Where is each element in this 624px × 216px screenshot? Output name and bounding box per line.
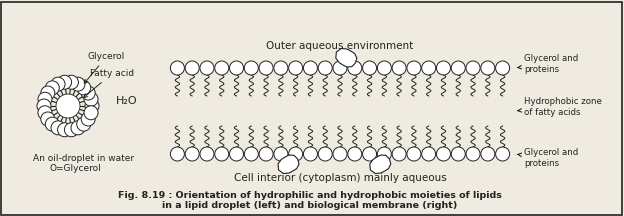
Circle shape [57,75,72,89]
Circle shape [245,147,258,161]
Circle shape [274,61,288,75]
Text: Cell interior (cytoplasm) mainly aqueous: Cell interior (cytoplasm) mainly aqueous [233,173,446,183]
Text: H₂O: H₂O [116,96,138,106]
Circle shape [318,147,332,161]
Circle shape [57,123,72,137]
Circle shape [303,61,318,75]
Circle shape [259,147,273,161]
Circle shape [51,77,65,91]
Circle shape [38,92,52,106]
Circle shape [259,61,273,75]
Circle shape [41,112,55,126]
Polygon shape [370,155,391,173]
Text: O=Glycerol: O=Glycerol [50,164,102,173]
Text: Fatty acid: Fatty acid [84,69,134,98]
Text: Glycerol and
proteins: Glycerol and proteins [518,54,578,74]
Circle shape [451,61,466,75]
Circle shape [245,61,258,75]
Circle shape [38,106,52,120]
Circle shape [392,61,406,75]
Circle shape [200,147,214,161]
Circle shape [56,94,80,118]
Circle shape [71,121,85,135]
Circle shape [422,61,436,75]
Circle shape [318,61,332,75]
Circle shape [348,147,362,161]
Circle shape [363,147,376,161]
Circle shape [200,61,214,75]
Circle shape [77,117,90,131]
Circle shape [289,147,303,161]
Circle shape [495,61,510,75]
Circle shape [363,61,376,75]
Circle shape [46,117,59,131]
Text: Glycerol and
proteins: Glycerol and proteins [518,148,578,168]
Text: Hydrophobic zone
of fatty acids: Hydrophobic zone of fatty acids [518,97,602,117]
Circle shape [81,86,95,100]
Circle shape [170,61,184,75]
Text: Glycerol: Glycerol [84,52,125,83]
Circle shape [481,61,495,75]
Circle shape [451,147,466,161]
Circle shape [495,147,510,161]
Circle shape [215,147,229,161]
Circle shape [185,147,199,161]
Circle shape [230,147,243,161]
Circle shape [85,99,99,113]
Circle shape [392,147,406,161]
Circle shape [230,61,243,75]
Circle shape [71,77,85,91]
Circle shape [215,61,229,75]
Text: Fig. 8.19 : Orientation of hydrophilic and hydrophobic moieties of lipids: Fig. 8.19 : Orientation of hydrophilic a… [118,192,502,200]
Circle shape [170,147,184,161]
Text: Outer aqueous environment: Outer aqueous environment [266,41,414,51]
Polygon shape [278,155,299,173]
Circle shape [333,147,347,161]
Polygon shape [336,48,357,67]
Circle shape [333,61,347,75]
Circle shape [84,106,98,120]
Circle shape [378,61,391,75]
Circle shape [274,147,288,161]
Circle shape [436,61,451,75]
Circle shape [46,81,59,95]
Circle shape [185,61,199,75]
Circle shape [41,86,55,100]
Circle shape [84,92,98,106]
Circle shape [37,99,51,113]
Circle shape [51,121,65,135]
Circle shape [348,61,362,75]
Circle shape [64,75,79,89]
Circle shape [466,61,480,75]
Text: in a lipid droplet (left) and biological membrane (right): in a lipid droplet (left) and biological… [162,202,457,211]
Circle shape [64,123,79,137]
Circle shape [436,147,451,161]
Circle shape [481,147,495,161]
Circle shape [81,112,95,126]
Circle shape [289,61,303,75]
Circle shape [466,147,480,161]
Circle shape [407,61,421,75]
Circle shape [303,147,318,161]
Circle shape [77,81,90,95]
Text: An oil-droplet in water: An oil-droplet in water [33,154,134,163]
Circle shape [407,147,421,161]
Circle shape [422,147,436,161]
Circle shape [378,147,391,161]
